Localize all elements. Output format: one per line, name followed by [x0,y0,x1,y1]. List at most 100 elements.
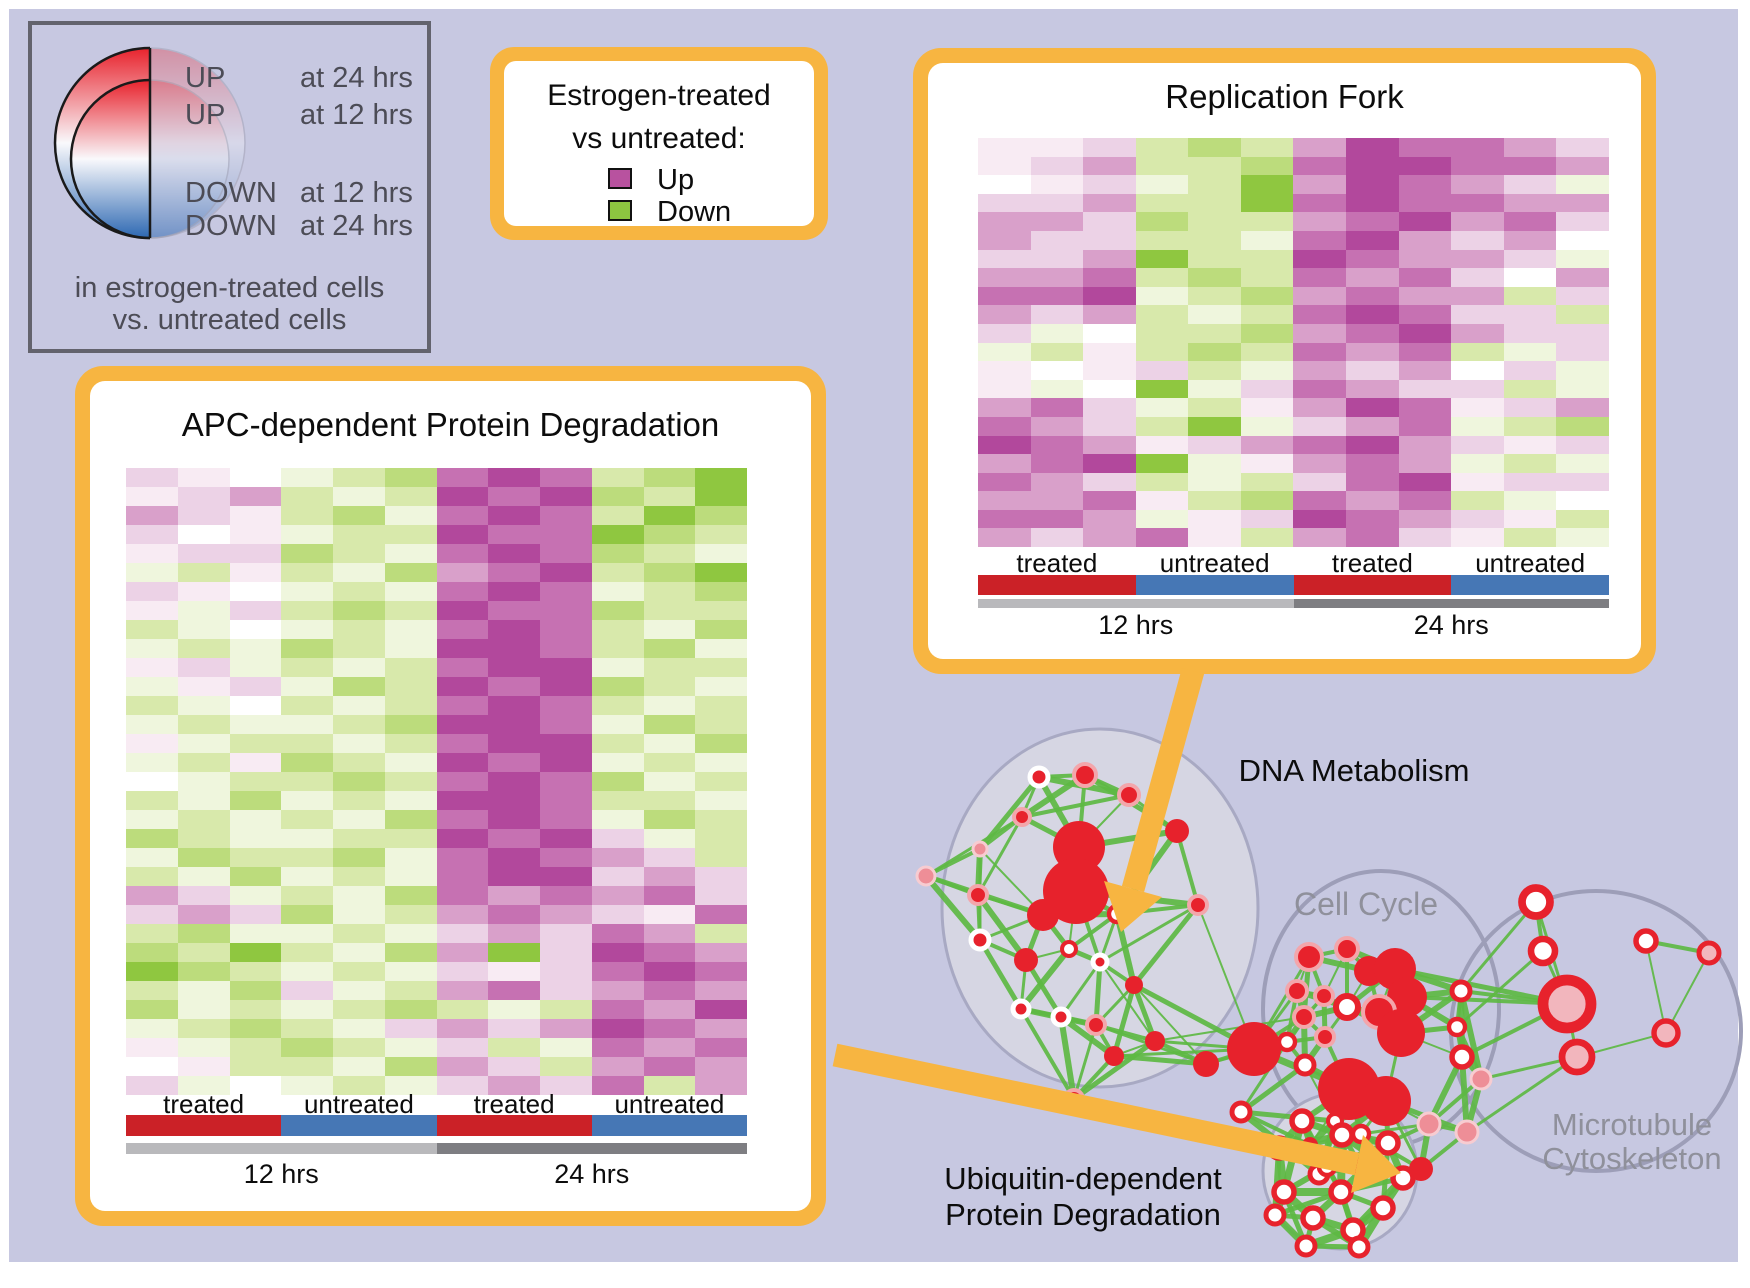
heatmap-cell [488,658,540,677]
heatmap-cell [1451,156,1504,176]
heatmap-cell [281,715,333,734]
network-node-dna [1027,899,1059,931]
heatmap-cell [384,848,437,867]
heatmap-cell [1188,305,1241,324]
heatmap-cell [488,1057,540,1076]
heatmap-cell [436,772,489,791]
heatmap-cell [281,601,333,620]
heatmap-cell [1398,138,1452,157]
heatmap-cell [126,563,178,582]
heatmap-cell [591,981,644,1000]
heatmap-cell [1135,193,1189,213]
network-node-dna [1125,976,1143,994]
network-node-ub [1375,1130,1401,1156]
heatmap-row [978,212,1609,231]
heatmap-cell [695,772,747,791]
heatmap-cell [384,658,437,677]
heatmap-cell [488,1076,540,1095]
network-edge [1018,947,1072,1011]
microtubule-cytoskeleton-label: Microtubule Cytoskeleton [1482,1108,1750,1176]
network-edge [976,816,1024,896]
heatmap-cell [540,563,592,582]
heatmap-cell [1188,528,1241,548]
heatmap-cell [1346,379,1399,399]
heatmap-cell [978,398,1031,417]
heatmap-cell [1398,156,1452,176]
network-edge [1665,952,1710,1034]
heatmap-cell [436,487,489,506]
heatmap-cell [229,487,282,506]
heatmap-cell [229,867,282,886]
heatmap-cell [384,753,437,772]
heatmap-cell [540,544,592,563]
heatmap-cell [1083,509,1136,529]
heatmap-cell [591,639,644,658]
heatmap-cell [1135,361,1189,380]
replication-fork-heatmap-panel: Replication Fork treated untreated treated… [913,48,1656,674]
heatmap-cell [1346,472,1399,492]
heatmap-cell [591,715,644,734]
heatmap-cell [1398,193,1452,213]
heatmap-cell [1451,491,1504,510]
heatmap-cell [177,924,230,943]
heatmap-cell [1451,361,1504,380]
heatmap-cell [177,1019,230,1038]
heatmap-cell [436,791,489,810]
heatmap-cell [333,734,385,753]
heatmap-cell [1030,472,1084,492]
heatmap-cell [126,867,178,886]
network-node-cc [1377,1009,1425,1057]
heatmap-cell [177,848,230,867]
heatmap-cell [1030,361,1084,380]
heatmap-cell [1398,509,1452,529]
network-node-dna [1050,1006,1072,1028]
heatmap-cell [978,454,1031,473]
heatmap-cell [540,753,592,772]
heatmap-cell [384,772,437,791]
heatmap-cell [333,1000,385,1019]
heatmap-cell [1083,249,1136,269]
heatmap-cell [229,544,282,563]
network-edge [1645,940,1667,1034]
heatmap-cell [1503,472,1557,492]
heatmap-cell [229,829,282,848]
heatmap-cell [281,943,333,962]
heatmap-cell [695,1038,747,1057]
heatmap-cell [978,249,1031,269]
heatmap-cell [488,924,540,943]
ubiquitin-degradation-label: Ubiquitin-dependent Protein Degradation [913,1161,1253,1233]
heatmap-row [978,379,1609,399]
heatmap-cell [1503,454,1557,473]
heatmap-cell [540,658,592,677]
network-node-dna [1187,894,1209,916]
heatmap-cell [384,506,437,525]
heatmap-cell [126,620,178,639]
heatmap-cell [1451,323,1504,343]
heatmap-cell [978,416,1031,436]
repfork-to-dna-arrow-head [1104,881,1162,932]
heatmap-cell [1503,342,1557,362]
heatmap-cell [436,734,489,753]
network-node-mt [1527,935,1559,967]
heatmap-row [126,1057,747,1076]
heatmap-cell [1240,435,1294,455]
heatmap-cell [333,696,385,715]
heatmap-cell [1398,305,1452,324]
heatmap-cell [281,791,333,810]
heatmap-cell [695,544,747,563]
heatmap-cell [1346,193,1399,213]
network-node-cc [1276,1031,1298,1053]
apc-to-ubiquitin-arrow-shaft [832,1043,1360,1176]
heatmap-cell [436,639,489,658]
heatmap-row [978,268,1609,287]
heatmap-cell [978,305,1031,324]
heatmap-cell [177,905,230,924]
heatmap-cell [643,905,696,924]
heatmap-cell [1451,435,1504,455]
heatmap-cell [695,962,747,981]
heatmap-cell [126,962,178,981]
heatmap-cell [1188,138,1241,157]
updown-legend-down24: DOWN [185,210,277,242]
heatmap-cell [978,528,1031,548]
heatmap-cell [695,810,747,829]
